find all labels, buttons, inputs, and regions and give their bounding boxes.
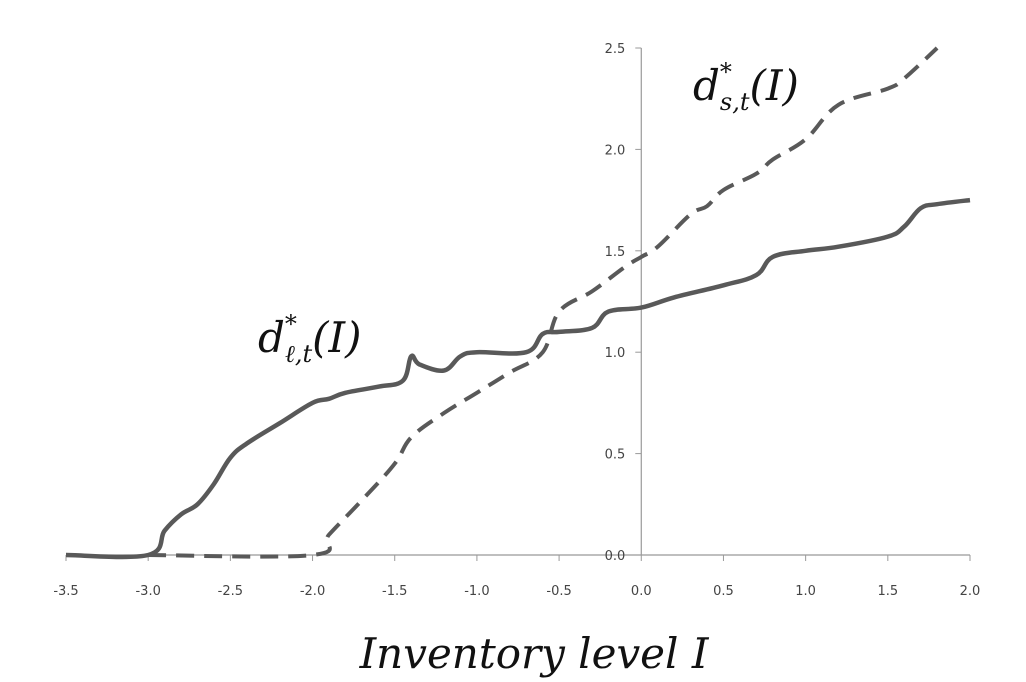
x-tick-label: -3.0 — [135, 584, 160, 599]
x-tick-label: -2.5 — [218, 584, 243, 599]
x-tick-label: -0.5 — [546, 584, 571, 599]
x-tick-label: 0.0 — [631, 584, 652, 599]
x-tick-label: 2.0 — [960, 584, 981, 599]
y-tick-label: 0.5 — [605, 448, 626, 463]
x-ticks: -3.5 -3.0 -2.5 -2.0 -1.5 -1.0 -0.5 0.0 0.5 1.0 1.5… — [53, 555, 980, 599]
x-tick-label: -2.0 — [300, 584, 325, 599]
x-tick-label: 1.5 — [877, 584, 898, 599]
x-tick-label: 1.0 — [795, 584, 816, 599]
x-tick-label: -1.5 — [382, 584, 407, 599]
series-label-l: d* ℓ,t(I) — [258, 310, 362, 368]
x-axis-label: Inventory level I — [359, 629, 710, 678]
y-tick-label: 1.0 — [605, 346, 626, 361]
x-tick-label: -3.5 — [53, 584, 78, 599]
series-line-s — [148, 46, 939, 559]
series-line-l — [65, 197, 971, 560]
axes — [66, 48, 970, 556]
x-tick-label: 0.5 — [713, 584, 734, 599]
x-tick-label: -1.0 — [464, 584, 489, 599]
y-tick-label: 1.5 — [605, 245, 626, 260]
y-tick-label: 2.5 — [605, 42, 626, 57]
y-ticks: 0.0 0.5 1.0 1.5 2.0 2.5 — [605, 42, 642, 564]
y-tick-label: 2.0 — [605, 143, 626, 158]
series-lines — [65, 46, 971, 560]
y-tick-label: 0.0 — [605, 549, 626, 564]
series-label-s: d* s,t(I) — [693, 58, 799, 116]
